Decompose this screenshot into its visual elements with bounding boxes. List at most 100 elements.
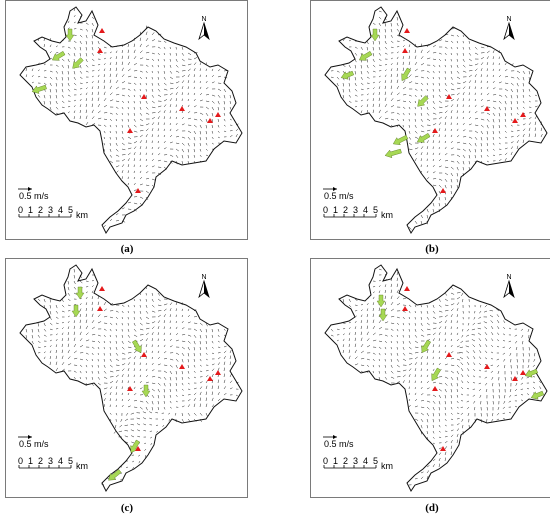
flow-vector: [390, 370, 394, 374]
flow-vector: [480, 98, 483, 102]
flow-vector: [491, 344, 494, 348]
flow-vector: [139, 170, 142, 174]
flow-vector: [91, 52, 94, 56]
flow-vector: [109, 124, 112, 128]
flow-vector: [342, 338, 345, 342]
flow-vector: [468, 80, 472, 84]
flow-vector: [471, 328, 476, 331]
flow-vector: [157, 376, 162, 379]
flow-vector: [420, 322, 423, 326]
flow-vector: [354, 76, 357, 81]
flow-vector: [31, 81, 34, 84]
flow-vector: [55, 338, 58, 342]
flow-vector: [187, 376, 190, 380]
flow-vector: [456, 292, 461, 294]
flow-vector: [466, 334, 470, 337]
flow-vector: [127, 352, 132, 354]
flow-vector: [486, 118, 490, 122]
flow-vector: [187, 364, 189, 369]
panel-d: N 0.5 m/s 0 1 2 3 4 5 km: [310, 258, 550, 498]
flow-vector: [55, 310, 59, 314]
flow-vector: [121, 368, 125, 372]
flow-vector: [229, 373, 232, 378]
flow-vector: [199, 68, 201, 72]
flow-vector: [426, 118, 431, 121]
flow-vector: [217, 340, 220, 343]
flow-vector: [396, 328, 399, 332]
flow-vector: [61, 310, 65, 313]
flow-vector: [360, 357, 365, 360]
flow-vector: [120, 418, 123, 422]
flow-vector: [483, 310, 488, 313]
flow-vector: [520, 328, 524, 331]
flow-vector: [342, 88, 344, 93]
flow-vector: [127, 398, 130, 402]
flow-vector: [408, 44, 411, 48]
flow-vector: [223, 124, 226, 127]
flow-vector: [169, 364, 173, 368]
flow-vector: [492, 68, 494, 72]
flow-vector: [115, 405, 117, 408]
flow-vector: [444, 184, 447, 189]
flow-vector: [73, 357, 78, 360]
flow-vector: [456, 314, 458, 318]
flow-vector: [91, 285, 94, 288]
flow-vector: [450, 434, 454, 438]
flow-vector: [480, 136, 483, 141]
flow-vector: [151, 394, 155, 399]
flow-vector: [85, 364, 88, 368]
flow-vector: [139, 152, 141, 156]
flow-vector: [85, 70, 89, 73]
flow-vector: [366, 331, 369, 336]
flow-vector: [372, 302, 375, 306]
scale-tick: 0: [323, 456, 328, 466]
flow-vector: [474, 68, 478, 72]
flow-vector: [139, 316, 142, 320]
flow-vector: [205, 340, 207, 344]
flow-vector: [378, 64, 382, 66]
flow-vector: [115, 220, 120, 222]
flow-vector: [372, 370, 374, 374]
flow-vector: [145, 158, 148, 162]
flow-vector: [420, 362, 423, 366]
flow-vector: [372, 313, 374, 318]
flow-vector: [67, 349, 70, 354]
flow-vector: [396, 28, 400, 32]
flow-vector: [163, 394, 165, 399]
flow-vector: [348, 76, 350, 81]
flow-vector: [450, 382, 453, 387]
flow-vector: [145, 140, 148, 144]
flow-vector: [115, 50, 118, 54]
flow-vector: [73, 70, 76, 75]
flow-vector: [97, 334, 101, 337]
flow-vector: [408, 310, 411, 314]
flow-vector: [151, 369, 155, 372]
flow-vector: [402, 310, 406, 313]
flow-vector: [468, 166, 470, 171]
flow-vector: [199, 124, 202, 129]
flow-vector: [396, 118, 399, 122]
flow-vector: [169, 326, 171, 330]
flow-vector: [384, 74, 387, 78]
flow-vector: [121, 106, 124, 110]
flow-vector: [456, 76, 461, 79]
flow-vector: [444, 457, 446, 462]
flow-vector: [521, 376, 524, 380]
flow-vector: [414, 368, 417, 372]
flow-vector: [91, 64, 95, 67]
flow-vector: [444, 160, 449, 162]
flow-vector: [378, 352, 381, 356]
flow-vector: [384, 80, 387, 84]
flow-vector: [534, 115, 537, 120]
flow-vector: [85, 319, 88, 324]
flow-vector: [103, 398, 106, 402]
flow-vector: [426, 82, 429, 86]
scale-tick: 1: [28, 456, 33, 466]
flow-vector: [169, 70, 173, 74]
flow-vector: [450, 292, 455, 295]
flow-vector: [384, 307, 387, 312]
flow-vector: [79, 303, 82, 306]
flow-vector: [384, 91, 386, 96]
flow-vector: [461, 334, 464, 338]
flow-vector: [450, 394, 452, 399]
